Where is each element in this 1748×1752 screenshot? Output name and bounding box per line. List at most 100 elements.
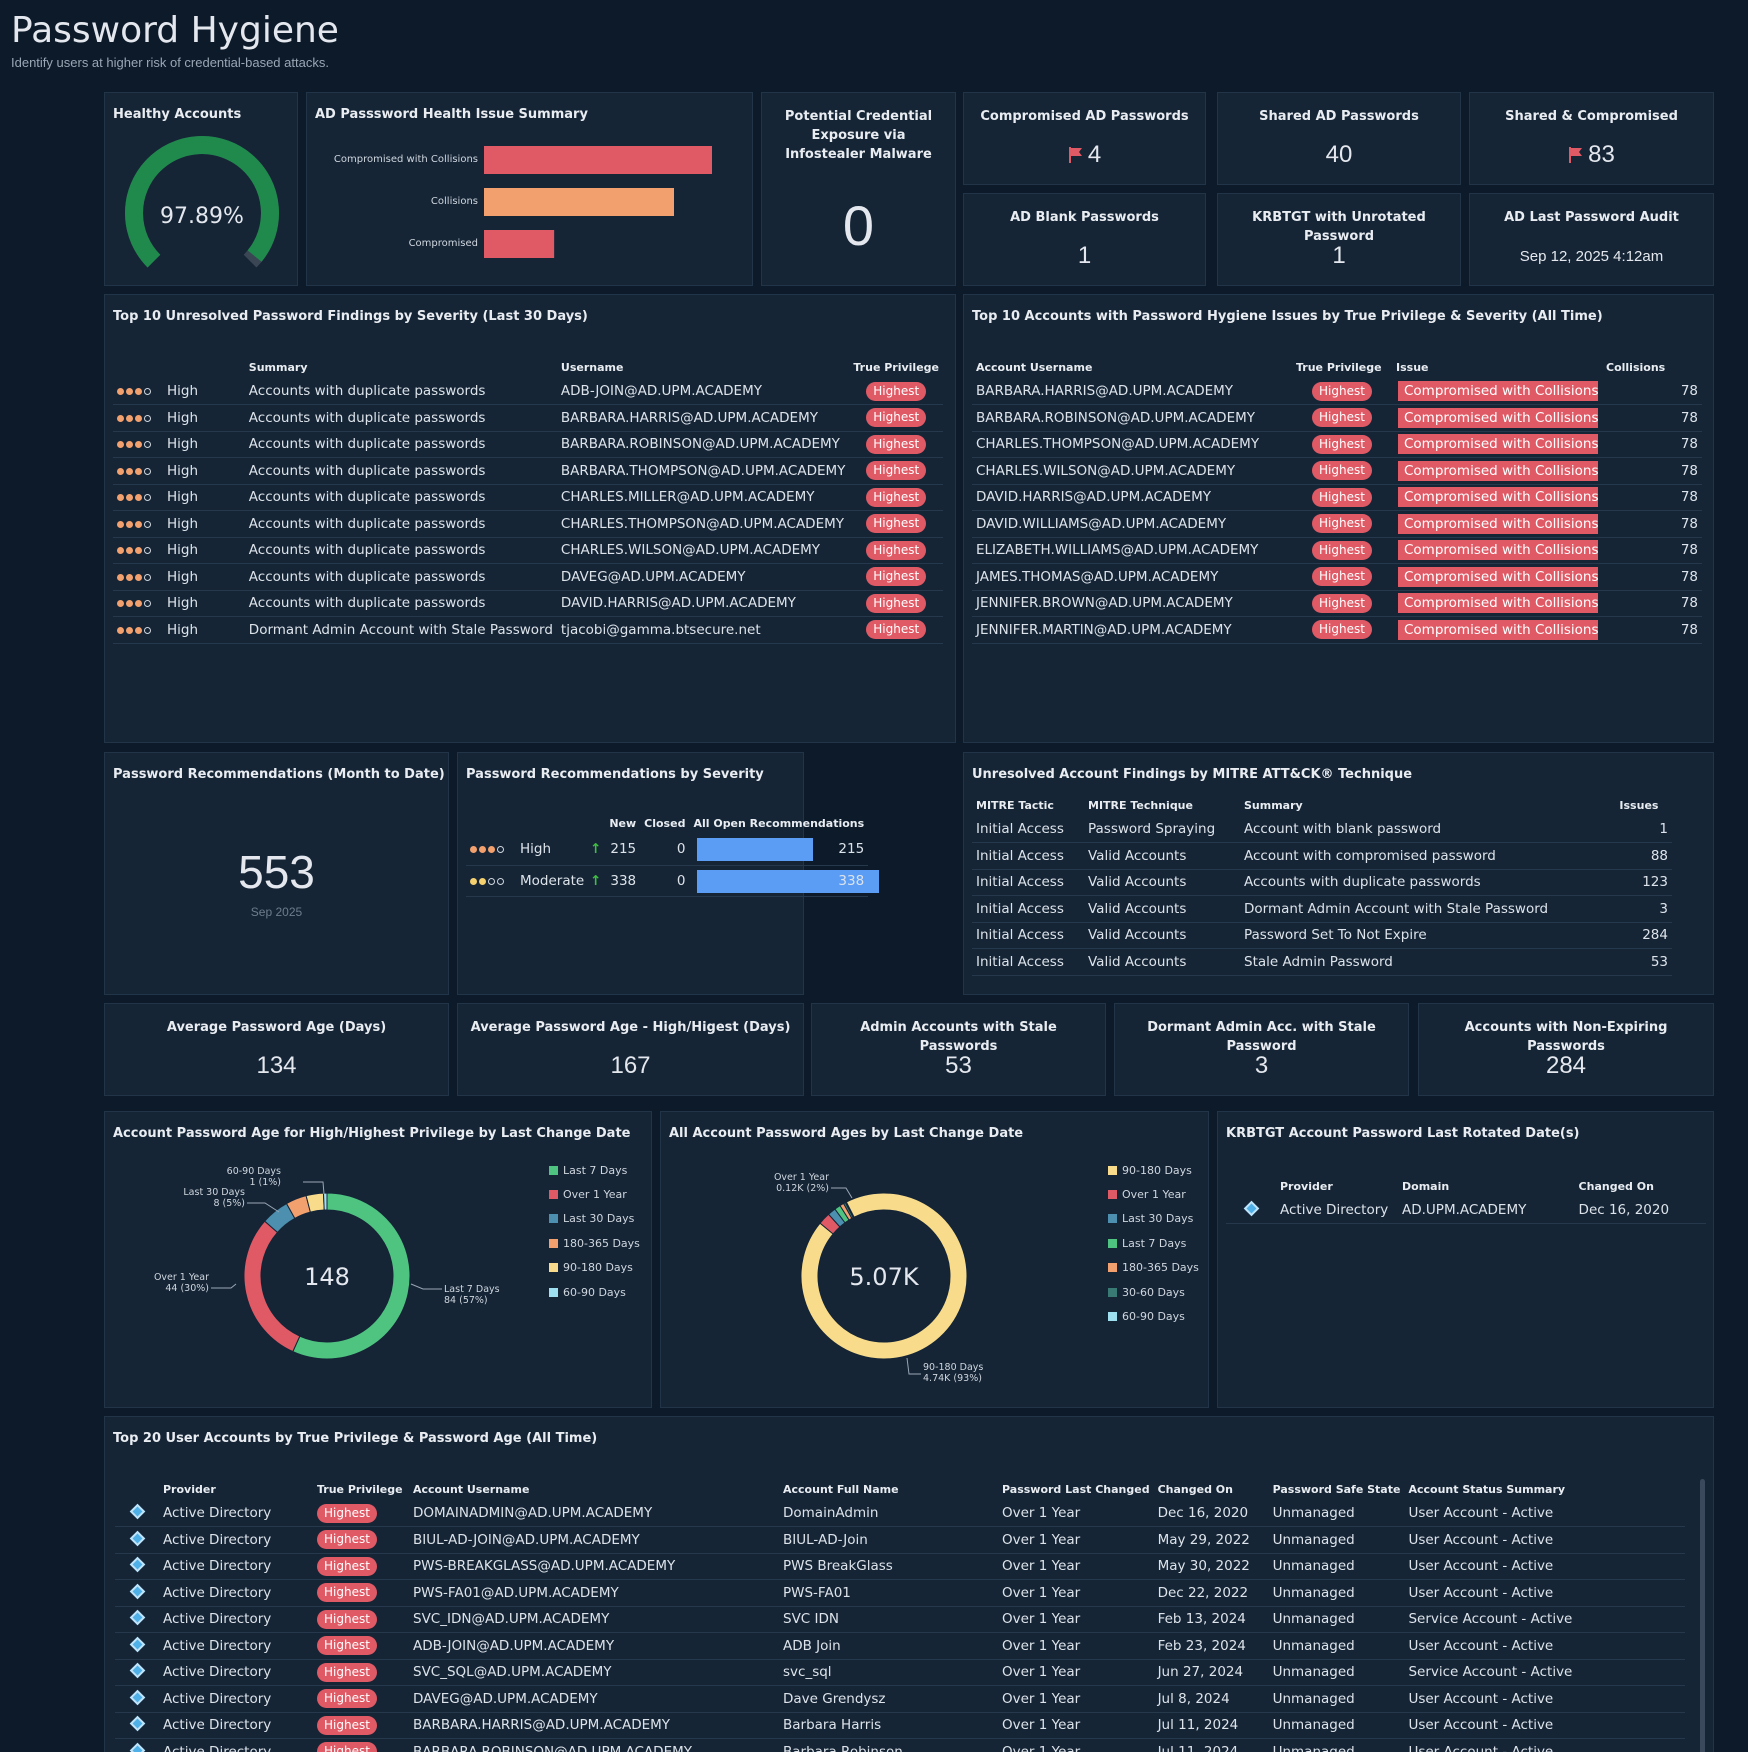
account-username[interactable]: BARBARA.HARRIS@AD.UPM.ACADEMY — [409, 1712, 779, 1739]
table-row[interactable]: High Accounts with duplicate passwords DAV… — [113, 563, 943, 591]
kpi-card[interactable]: Compromised AD Passwords 4 — [963, 92, 1206, 185]
legend-item[interactable]: 30-60 Days — [1108, 1280, 1199, 1304]
kpi-card[interactable]: Average Password Age (Days) 134 — [104, 1003, 449, 1096]
table-row[interactable]: DAVID.HARRIS@AD.UPM.ACADEMY Highest Compro… — [972, 484, 1702, 511]
table-row[interactable]: Active Directory Highest BIUL-AD-JOIN@AD.U… — [115, 1526, 1685, 1554]
kpi-card[interactable]: Average Password Age - High/Higest (Days… — [457, 1003, 804, 1096]
table-row[interactable]: High Dormant Admin Account with Stale Pas… — [113, 616, 943, 644]
table-row[interactable]: High Accounts with duplicate passwords CHA… — [113, 510, 943, 538]
table-row[interactable]: High Accounts with duplicate passwords CHA… — [113, 537, 943, 564]
legend-item[interactable]: 60-90 Days — [1108, 1304, 1199, 1328]
table-row[interactable]: Active Directory Highest BARBARA.HARRIS@AD… — [115, 1712, 1685, 1739]
finding-username[interactable]: CHARLES.THOMPSON@AD.UPM.ACADEMY — [556, 510, 850, 538]
table-row[interactable]: Initial Access Password Spraying Account w… — [972, 816, 1672, 843]
account-username[interactable]: JAMES.THOMAS@AD.UPM.ACADEMY — [972, 563, 1292, 591]
kpi-card[interactable]: Shared & Compromised 83 — [1469, 92, 1714, 185]
kpi-card[interactable]: AD Blank Passwords 1 — [963, 193, 1206, 286]
table-row[interactable]: Active Directory Highest SVC_IDN@AD.UPM.AC… — [115, 1606, 1685, 1633]
table-row[interactable]: JENNIFER.MARTIN@AD.UPM.ACADEMY Highest Com… — [972, 616, 1702, 644]
kpi-card[interactable]: AD Last Password Audit Sep 12, 2025 4:12a… — [1469, 193, 1714, 286]
account-username[interactable]: SVC_IDN@AD.UPM.ACADEMY — [409, 1606, 779, 1633]
account-username[interactable]: DOMAINADMIN@AD.UPM.ACADEMY — [409, 1500, 779, 1527]
table-row[interactable]: High Accounts with duplicate passwords BAR… — [113, 457, 943, 485]
table-row[interactable]: ELIZABETH.WILLIAMS@AD.UPM.ACADEMY Highest… — [972, 537, 1702, 564]
legend-item[interactable]: 90-180 Days — [1108, 1158, 1199, 1182]
recs-mtd-card[interactable]: Password Recommendations (Month to Date)… — [104, 752, 449, 995]
legend-item[interactable]: 60-90 Days — [549, 1280, 640, 1304]
table-row[interactable]: Active Directory Highest DAVEG@AD.UPM.ACAD… — [115, 1685, 1685, 1713]
donut-slice[interactable] — [844, 1201, 855, 1219]
infostealer-card[interactable]: Potential Credential Exposure via Infost… — [761, 92, 956, 286]
account-username[interactable]: BARBARA.ROBINSON@AD.UPM.ACADEMY — [972, 404, 1292, 432]
table-row[interactable]: Active Directory Highest PWS-BREAKGLASS@AD… — [115, 1553, 1685, 1580]
table-row[interactable]: Initial Access Valid Accounts Account with… — [972, 842, 1672, 870]
account-username[interactable]: JENNIFER.MARTIN@AD.UPM.ACADEMY — [972, 616, 1292, 644]
account-username[interactable]: ADB-JOIN@AD.UPM.ACADEMY — [409, 1632, 779, 1660]
table-row[interactable]: JENNIFER.BROWN@AD.UPM.ACADEMY Highest Comp… — [972, 590, 1702, 617]
table-row[interactable]: High Accounts with duplicate passwords ADB… — [113, 378, 943, 405]
donut-slice[interactable] — [243, 1220, 301, 1353]
kpi-card[interactable]: Shared AD Passwords 40 — [1217, 92, 1461, 185]
account-username[interactable]: SVC_SQL@AD.UPM.ACADEMY — [409, 1659, 779, 1686]
finding-username[interactable]: BARBARA.ROBINSON@AD.UPM.ACADEMY — [556, 431, 850, 458]
account-username[interactable]: DAVID.WILLIAMS@AD.UPM.ACADEMY — [972, 510, 1292, 538]
table-row[interactable]: BARBARA.ROBINSON@AD.UPM.ACADEMY Highest Co… — [972, 404, 1702, 432]
table-row[interactable]: Initial Access Valid Accounts Dormant Admi… — [972, 895, 1672, 923]
donut-slice[interactable] — [800, 1192, 968, 1360]
account-username[interactable]: DAVEG@AD.UPM.ACADEMY — [409, 1685, 779, 1713]
finding-username[interactable]: DAVID.HARRIS@AD.UPM.ACADEMY — [556, 590, 850, 617]
kpi-card[interactable]: Accounts with Non-Expiring Passwords 284 — [1418, 1003, 1714, 1096]
finding-username[interactable]: tjacobi@gamma.btsecure.net — [556, 616, 850, 644]
legend-item[interactable]: Last 30 Days — [549, 1207, 640, 1231]
kpi-card[interactable]: KRBTGT with Unrotated Password 1 — [1217, 193, 1461, 286]
account-username[interactable]: BIUL-AD-JOIN@AD.UPM.ACADEMY — [409, 1526, 779, 1554]
table-row[interactable]: Initial Access Valid Accounts Accounts wit… — [972, 869, 1672, 896]
table-row[interactable]: Active Directory AD.UPM.ACADEMY Dec 16, 20… — [1226, 1197, 1706, 1224]
legend-item[interactable]: 90-180 Days — [549, 1256, 640, 1280]
finding-username[interactable]: BARBARA.THOMPSON@AD.UPM.ACADEMY — [556, 457, 850, 485]
table-row[interactable]: High Accounts with duplicate passwords BAR… — [113, 431, 943, 458]
table-row[interactable]: Initial Access Valid Accounts Stale Admin … — [972, 948, 1672, 976]
kpi-card[interactable]: Dormant Admin Acc. with Stale Password 3 — [1114, 1003, 1409, 1096]
legend-item[interactable]: Over 1 Year — [1108, 1182, 1199, 1206]
account-username[interactable]: CHARLES.WILSON@AD.UPM.ACADEMY — [972, 457, 1292, 485]
account-username[interactable]: ELIZABETH.WILLIAMS@AD.UPM.ACADEMY — [972, 537, 1292, 564]
finding-username[interactable]: DAVEG@AD.UPM.ACADEMY — [556, 563, 850, 591]
table-row[interactable]: High Accounts with duplicate passwords BAR… — [113, 404, 943, 432]
table-row[interactable]: High Accounts with duplicate passwords CHA… — [113, 484, 943, 511]
legend-item[interactable]: 180-365 Days — [549, 1231, 640, 1255]
account-username[interactable]: PWS-BREAKGLASS@AD.UPM.ACADEMY — [409, 1553, 779, 1580]
table-row[interactable]: High Accounts with duplicate passwords DAV… — [113, 590, 943, 617]
table-row[interactable]: CHARLES.WILSON@AD.UPM.ACADEMY Highest Comp… — [972, 457, 1702, 485]
legend-item[interactable]: Over 1 Year — [549, 1182, 640, 1206]
table-row[interactable]: Active Directory Highest BARBARA.ROBINSON@… — [115, 1738, 1685, 1752]
account-username[interactable]: BARBARA.HARRIS@AD.UPM.ACADEMY — [972, 378, 1292, 405]
account-username[interactable]: BARBARA.ROBINSON@AD.UPM.ACADEMY — [409, 1738, 779, 1752]
table-row[interactable]: JAMES.THOMAS@AD.UPM.ACADEMY Highest Compro… — [972, 563, 1702, 591]
finding-username[interactable]: CHARLES.MILLER@AD.UPM.ACADEMY — [556, 484, 850, 511]
healthy-accounts-card[interactable]: Healthy Accounts 97.89% — [104, 92, 298, 286]
legend-item[interactable]: Last 7 Days — [1108, 1231, 1199, 1255]
table-row[interactable]: BARBARA.HARRIS@AD.UPM.ACADEMY Highest Comp… — [972, 378, 1702, 405]
finding-username[interactable]: CHARLES.WILSON@AD.UPM.ACADEMY — [556, 537, 850, 564]
account-username[interactable]: PWS-FA01@AD.UPM.ACADEMY — [409, 1579, 779, 1607]
legend-item[interactable]: Last 30 Days — [1108, 1207, 1199, 1231]
legend-item[interactable]: 180-365 Days — [1108, 1256, 1199, 1280]
top20-scrollbar[interactable] — [1700, 1479, 1705, 1752]
table-row[interactable]: High ↑ 215 0 215 — [466, 834, 869, 866]
table-row[interactable]: CHARLES.THOMPSON@AD.UPM.ACADEMY Highest Co… — [972, 431, 1702, 458]
issue-bar[interactable] — [484, 230, 555, 258]
issue-bar[interactable] — [484, 188, 674, 216]
issue-summary-card[interactable]: AD Passsword Health Issue Summary Compro… — [306, 92, 753, 286]
account-username[interactable]: DAVID.HARRIS@AD.UPM.ACADEMY — [972, 484, 1292, 511]
table-row[interactable]: Moderate ↑ 338 0 338 — [466, 865, 880, 897]
account-username[interactable]: JENNIFER.BROWN@AD.UPM.ACADEMY — [972, 590, 1292, 617]
issue-bar[interactable] — [484, 146, 712, 174]
legend-item[interactable]: Last 7 Days — [549, 1158, 640, 1182]
table-row[interactable]: Active Directory Highest SVC_SQL@AD.UPM.AC… — [115, 1659, 1685, 1686]
finding-username[interactable]: ADB-JOIN@AD.UPM.ACADEMY — [556, 378, 850, 405]
kpi-card[interactable]: Admin Accounts with Stale Passwords 53 — [811, 1003, 1106, 1096]
table-row[interactable]: Active Directory Highest PWS-FA01@AD.UPM.A… — [115, 1579, 1685, 1607]
finding-username[interactable]: BARBARA.HARRIS@AD.UPM.ACADEMY — [556, 404, 850, 432]
table-row[interactable]: Initial Access Valid Accounts Password Set… — [972, 922, 1672, 949]
